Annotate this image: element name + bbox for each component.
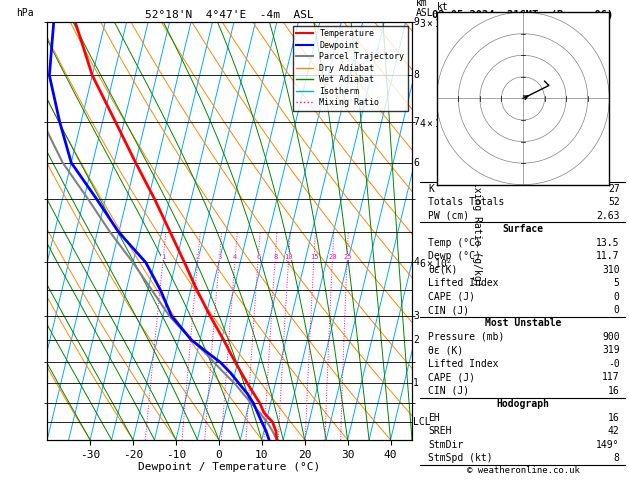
Text: © weatheronline.co.uk: © weatheronline.co.uk bbox=[467, 467, 579, 475]
Text: 9: 9 bbox=[413, 17, 419, 27]
Text: Totals Totals: Totals Totals bbox=[428, 197, 505, 207]
Text: 15: 15 bbox=[310, 254, 318, 260]
Text: -0: -0 bbox=[608, 359, 620, 369]
Text: Lifted Index: Lifted Index bbox=[428, 278, 499, 288]
Text: 25: 25 bbox=[343, 254, 352, 260]
Text: 2.63: 2.63 bbox=[596, 210, 620, 221]
Text: PW (cm): PW (cm) bbox=[428, 210, 469, 221]
Text: 20: 20 bbox=[328, 254, 337, 260]
Text: 8: 8 bbox=[614, 453, 620, 463]
Text: CAPE (J): CAPE (J) bbox=[428, 372, 476, 382]
Text: 3: 3 bbox=[413, 311, 419, 321]
Text: 4: 4 bbox=[233, 254, 237, 260]
Text: 13.5: 13.5 bbox=[596, 238, 620, 248]
X-axis label: Dewpoint / Temperature (°C): Dewpoint / Temperature (°C) bbox=[138, 462, 321, 472]
Title: 52°18'N  4°47'E  -4m  ASL: 52°18'N 4°47'E -4m ASL bbox=[145, 10, 314, 20]
Text: LCL: LCL bbox=[413, 417, 431, 427]
Text: 1: 1 bbox=[161, 254, 165, 260]
Text: 117: 117 bbox=[602, 372, 620, 382]
Text: CAPE (J): CAPE (J) bbox=[428, 292, 476, 301]
Text: 52: 52 bbox=[608, 197, 620, 207]
Text: 900: 900 bbox=[602, 332, 620, 342]
Text: Lifted Index: Lifted Index bbox=[428, 359, 499, 369]
Text: 16: 16 bbox=[608, 386, 620, 396]
Text: 149°: 149° bbox=[596, 440, 620, 450]
Text: 0: 0 bbox=[614, 305, 620, 315]
Text: 310: 310 bbox=[602, 264, 620, 275]
Text: 42: 42 bbox=[608, 426, 620, 436]
Text: 27: 27 bbox=[608, 184, 620, 194]
Text: StmDir: StmDir bbox=[428, 440, 464, 450]
Text: θε(K): θε(K) bbox=[428, 264, 458, 275]
Text: 7: 7 bbox=[413, 117, 419, 127]
Text: K: K bbox=[428, 184, 434, 194]
Text: CIN (J): CIN (J) bbox=[428, 386, 469, 396]
Text: Surface: Surface bbox=[503, 224, 543, 234]
Text: 1: 1 bbox=[413, 379, 419, 388]
Legend: Temperature, Dewpoint, Parcel Trajectory, Dry Adiabat, Wet Adiabat, Isotherm, Mi: Temperature, Dewpoint, Parcel Trajectory… bbox=[293, 26, 408, 111]
Text: 6: 6 bbox=[256, 254, 260, 260]
Text: 5: 5 bbox=[614, 278, 620, 288]
Text: CIN (J): CIN (J) bbox=[428, 305, 469, 315]
Text: 02.05.2024  21GMT  (Base: 06): 02.05.2024 21GMT (Base: 06) bbox=[432, 10, 614, 19]
Text: 2: 2 bbox=[196, 254, 200, 260]
Text: StmSpd (kt): StmSpd (kt) bbox=[428, 453, 493, 463]
Text: θε (K): θε (K) bbox=[428, 346, 464, 355]
Text: 6: 6 bbox=[413, 157, 419, 168]
Text: hPa: hPa bbox=[16, 8, 34, 17]
Text: kt: kt bbox=[437, 2, 448, 12]
Text: 11.7: 11.7 bbox=[596, 251, 620, 261]
Text: 2: 2 bbox=[413, 335, 419, 345]
Text: 8: 8 bbox=[273, 254, 277, 260]
Text: 16: 16 bbox=[608, 413, 620, 423]
Text: Hodograph: Hodograph bbox=[496, 399, 550, 409]
Text: Dewp (°C): Dewp (°C) bbox=[428, 251, 481, 261]
Text: Most Unstable: Most Unstable bbox=[485, 318, 561, 329]
Y-axis label: Mixing Ratio (g/kg): Mixing Ratio (g/kg) bbox=[472, 175, 482, 287]
Text: SREH: SREH bbox=[428, 426, 452, 436]
Text: Pressure (mb): Pressure (mb) bbox=[428, 332, 505, 342]
Text: 8: 8 bbox=[413, 70, 419, 80]
Text: Temp (°C): Temp (°C) bbox=[428, 238, 481, 248]
Text: 10: 10 bbox=[284, 254, 293, 260]
Text: 0: 0 bbox=[614, 292, 620, 301]
Text: 3: 3 bbox=[218, 254, 221, 260]
Text: km
ASL: km ASL bbox=[416, 0, 433, 17]
Text: 4: 4 bbox=[413, 258, 419, 267]
Text: EH: EH bbox=[428, 413, 440, 423]
Text: 319: 319 bbox=[602, 346, 620, 355]
